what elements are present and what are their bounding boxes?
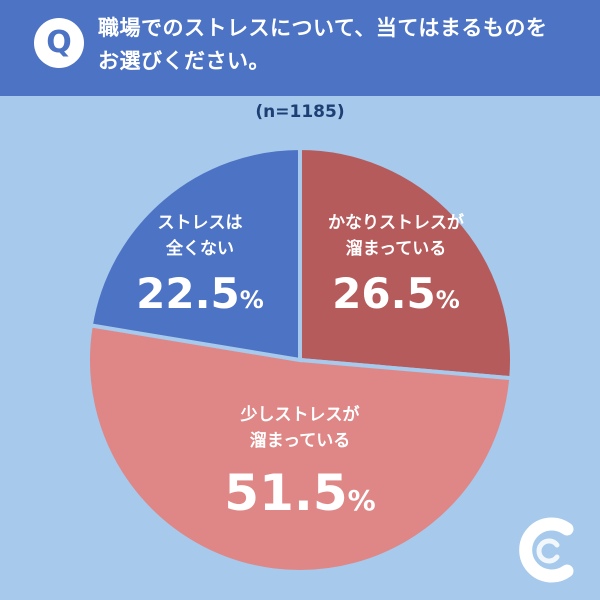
question-text: 職場でのストレスについて、当てはまるものを お選びください。 (98, 12, 578, 78)
pie-slice-1 (298, 145, 514, 381)
slice-label-line1: 少しストレスが (240, 404, 360, 425)
slice-label-line1: かなりストレスが (328, 212, 464, 233)
slice-label-line2: 全くない (165, 238, 234, 259)
slice-label-line1: ストレスは (158, 213, 243, 233)
slice-value-2: 51.5% (224, 464, 375, 522)
pie-slice-0 (88, 145, 302, 363)
question-header: Q 職場でのストレスについて、当てはまるものを お選びください。 (0, 0, 600, 96)
sample-size-label: (n=1185) (255, 102, 345, 122)
question-badge: Q (34, 18, 84, 68)
slice-value-0: 22.5% (136, 269, 264, 318)
slice-label-line2: 溜まっている (346, 238, 446, 259)
slice-label-line2: 溜まっている (250, 430, 350, 451)
question-line-1: 職場でのストレスについて、当てはまるものを (98, 16, 548, 40)
pie-slice-2 (86, 323, 514, 574)
question-line-2: お選びください。 (98, 49, 270, 73)
slice-value-1: 26.5% (332, 269, 460, 318)
brand-c-logo-icon (515, 515, 585, 589)
